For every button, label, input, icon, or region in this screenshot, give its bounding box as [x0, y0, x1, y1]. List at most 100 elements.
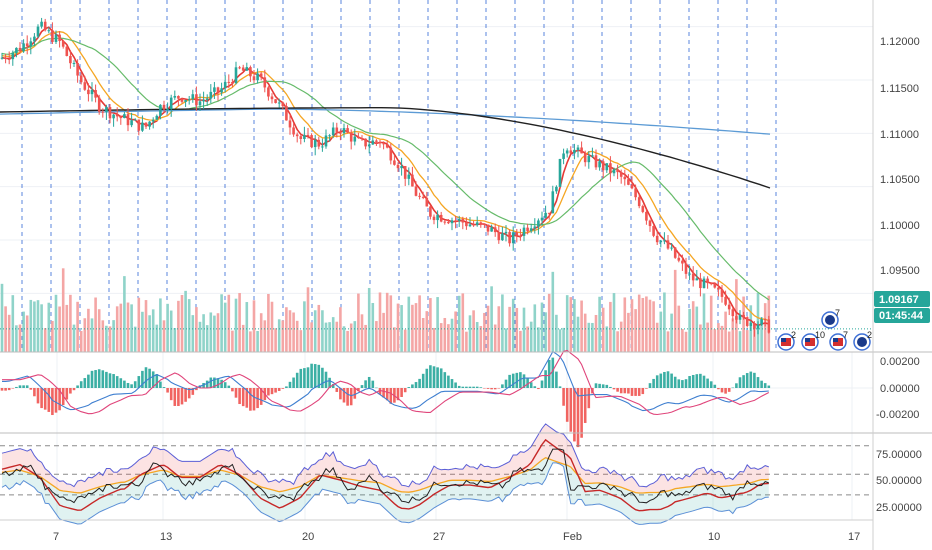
volume-bar	[216, 313, 220, 352]
volume-bar	[519, 330, 522, 352]
volume-bar	[641, 297, 645, 352]
rsi-axis[interactable]: 75.00000 50.00000 25.00000	[876, 449, 922, 514]
candle-body	[227, 81, 231, 83]
candle-body	[339, 132, 342, 134]
volume-bar	[605, 326, 609, 352]
macd-histogram-bar	[709, 381, 713, 388]
event-marker[interactable]: 10	[801, 330, 825, 351]
candle-body	[666, 240, 670, 249]
volume-bar	[515, 307, 519, 352]
time-axis[interactable]: 7 13 20 27 Feb 10 17	[53, 531, 860, 543]
candle-body	[101, 111, 105, 113]
volume-bar	[58, 306, 61, 352]
event-marker[interactable]: 2	[777, 330, 796, 351]
volume-bar	[123, 276, 126, 352]
rsi-pane[interactable]	[0, 423, 873, 525]
macd-histogram-bar	[105, 371, 108, 388]
macd-histogram-bar	[735, 383, 738, 388]
volume-bar	[594, 314, 598, 352]
macd-histogram-bar	[58, 388, 61, 411]
candle-body	[108, 107, 112, 119]
volume-bar	[709, 295, 713, 352]
candle-body	[249, 67, 252, 77]
candle-body	[277, 102, 281, 104]
macd-histogram-bar	[43, 388, 47, 410]
volume-bar	[580, 300, 583, 352]
volume-bar	[112, 320, 115, 352]
ma-fast-line	[1, 26, 770, 327]
candle-body	[238, 67, 241, 69]
event-marker[interactable]: 7	[821, 308, 840, 329]
candle-body	[292, 127, 295, 135]
macd-pane[interactable]	[0, 349, 873, 448]
candle-body	[756, 324, 760, 329]
candle-body	[25, 43, 29, 47]
macd-histogram-bar	[231, 388, 234, 392]
candle-body	[475, 222, 479, 226]
macd-histogram-bar	[144, 367, 148, 388]
macd-histogram-bar	[583, 388, 587, 423]
macd-histogram-bar	[288, 381, 292, 388]
volume-bar	[587, 322, 591, 352]
candle-body	[706, 278, 709, 284]
candle-body	[767, 319, 771, 333]
candle-body	[47, 30, 51, 32]
economic-events[interactable]: 2 10 7 2 7	[777, 308, 872, 351]
candle-body	[169, 97, 173, 109]
macd-histogram-bar	[526, 378, 529, 388]
candle-body	[450, 220, 454, 224]
volume-bar	[551, 271, 555, 352]
candle-body	[321, 146, 324, 148]
price-axis[interactable]: 1.12000 1.11500 1.11000 1.10500 1.10000 …	[880, 36, 920, 277]
candle-body	[43, 21, 47, 31]
macd-histogram-bar	[141, 370, 144, 388]
macd-histogram-bar	[123, 380, 126, 388]
candle-body	[699, 278, 702, 289]
macd-histogram-bar	[396, 388, 400, 401]
candle-body	[216, 87, 220, 93]
macd-histogram-bar	[234, 388, 238, 398]
volume-bar	[130, 304, 133, 352]
macd-histogram-bar	[321, 367, 324, 388]
macd-histogram-bar	[515, 372, 519, 388]
volume-bar	[569, 297, 573, 352]
candle-body	[616, 169, 619, 173]
volume-bar	[108, 326, 112, 352]
macd-histogram-bar	[537, 388, 540, 390]
event-marker[interactable]: 7	[829, 330, 848, 351]
candle-body	[454, 220, 457, 222]
candle-body	[267, 87, 270, 97]
macd-histogram-bar	[562, 388, 565, 406]
candle-body	[69, 55, 72, 64]
candle-body	[353, 136, 357, 142]
volume-bar	[738, 331, 742, 352]
macd-histogram-bar	[540, 380, 544, 388]
candlesticks[interactable]	[0, 17, 771, 337]
event-marker[interactable]: 2	[853, 330, 872, 351]
volume-bar	[378, 292, 382, 352]
volume-bar	[119, 303, 123, 352]
macd-histogram-bar	[724, 388, 727, 394]
macd-histogram-bar	[627, 388, 630, 394]
volume-bar	[346, 330, 349, 352]
candle-body	[472, 224, 475, 226]
volume-bar	[144, 300, 148, 352]
macd-histogram-bar	[753, 372, 756, 388]
candle-body	[159, 104, 162, 116]
candle-body	[54, 34, 58, 42]
macd-histogram-bar	[364, 380, 367, 388]
candle-body	[0, 57, 4, 59]
candle-body	[713, 283, 717, 288]
macd-histogram-bar	[756, 377, 760, 388]
macd-histogram-bar	[641, 388, 645, 395]
macd-histogram-bar	[598, 383, 601, 388]
volume-bar	[349, 323, 353, 352]
macd-axis[interactable]: 0.00200 0.00000 -0.00200	[876, 356, 920, 421]
volume-bar	[11, 295, 15, 352]
candle-body	[526, 227, 529, 232]
macd-histogram-bar	[508, 374, 511, 388]
candle-body	[360, 138, 364, 140]
volume-bar	[623, 297, 627, 352]
candle-body	[220, 88, 223, 93]
